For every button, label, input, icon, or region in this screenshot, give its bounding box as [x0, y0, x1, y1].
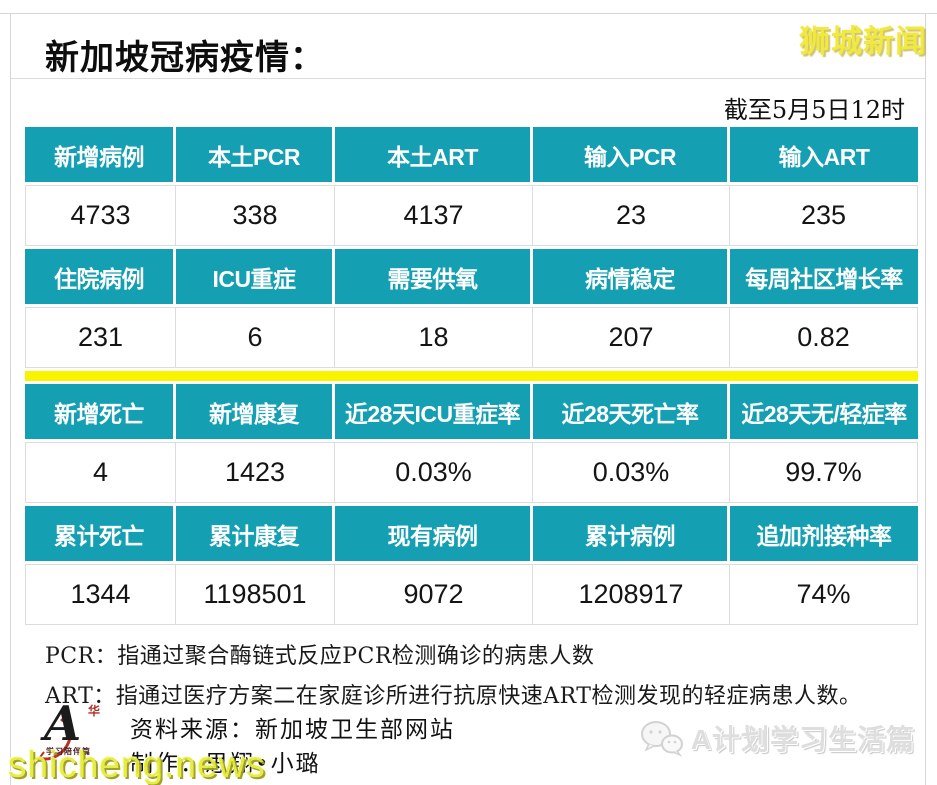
publisher-logo: A 华 学习陪伴篇 — [36, 700, 126, 764]
table-header-row: 新增死亡 新增康复 近28天ICU重症率 近28天死亡率 近28天无/轻症率 — [25, 384, 918, 439]
table-header-cell: 本土ART — [335, 127, 533, 182]
shicheng-watermark: shicheng.news — [8, 744, 266, 785]
yellow-divider — [25, 371, 918, 381]
title-underline — [11, 78, 925, 79]
table-data-row: 4733 338 4137 23 235 — [25, 185, 918, 246]
table-header-cell: 追加剂接种率 — [730, 506, 918, 561]
table-value-cell: 1344 — [25, 564, 176, 625]
table-header-row: 累计死亡 累计康复 现有病例 累计病例 追加剂接种率 — [25, 506, 918, 561]
wechat-account-name: A计划学习生活篇 — [690, 724, 915, 755]
table-value-cell: 23 — [533, 185, 730, 246]
table-header-cell: 累计康复 — [176, 506, 335, 561]
table-value-cell: 0.82 — [730, 307, 918, 368]
right-border-line — [925, 13, 926, 785]
data-source-line: 资料来源：新加坡卫生部网站 — [130, 717, 455, 743]
table-value-cell: 18 — [335, 307, 533, 368]
table-data-row: 231 6 18 207 0.82 — [25, 307, 918, 368]
table-header-cell: 近28天无/轻症率 — [730, 384, 918, 439]
table-header-cell: 本土PCR — [176, 127, 335, 182]
note-line: PCR：指通过聚合酶链式反应PCR检测确诊的病患人数 — [45, 644, 595, 669]
brand-logo-text: 狮城新闻 — [799, 24, 927, 59]
left-border-line — [10, 13, 11, 785]
wechat-icon — [640, 721, 683, 757]
table-header-cell: 新增死亡 — [25, 384, 176, 439]
table-header-cell: 需要供氧 — [335, 249, 533, 304]
table-value-cell: 0.03% — [533, 442, 730, 503]
table-header-cell: 输入PCR — [533, 127, 730, 182]
page-title: 新加坡冠病疫情： — [45, 39, 325, 77]
table-header-cell: 病情稳定 — [533, 249, 730, 304]
table-value-cell: 1208917 — [533, 564, 730, 625]
table-header-row: 新增病例 本土PCR 本土ART 输入PCR 输入ART — [25, 127, 918, 182]
table-header-cell: 每周社区增长率 — [730, 249, 918, 304]
table-value-cell: 1198501 — [176, 564, 335, 625]
table-value-cell: 4733 — [25, 185, 176, 246]
note-line: ART：指通过医疗方案二在家庭诊所进行抗原快速ART检测发现的轻症病患人数。 — [45, 684, 862, 709]
table-value-cell: 4137 — [335, 185, 533, 246]
wechat-account-watermark: A计划学习生活篇 — [639, 718, 915, 758]
as-of-timestamp: 截至5月5日12时 — [723, 96, 905, 124]
top-divider-line — [0, 13, 937, 14]
table-header-cell: 近28天ICU重症率 — [335, 384, 533, 439]
notes: PCR：指通过聚合酶链式反应PCR检测确诊的病患人数 ART：指通过医疗方案二在家… — [45, 638, 861, 718]
table-value-cell: 235 — [730, 185, 918, 246]
table-header-cell: ICU重症 — [176, 249, 335, 304]
table-value-cell: 231 — [25, 307, 176, 368]
table-value-cell: 99.7% — [730, 442, 918, 503]
table-value-cell: 1423 — [176, 442, 335, 503]
table-value-cell: 207 — [533, 307, 730, 368]
table-value-cell: 6 — [176, 307, 335, 368]
table-value-cell: 0.03% — [335, 442, 533, 503]
logo-caption: 学习陪伴篇 — [46, 747, 91, 756]
table-header-cell: 新增康复 — [176, 384, 335, 439]
table-header-cell: 近28天死亡率 — [533, 384, 730, 439]
table-header-cell: 累计死亡 — [25, 506, 176, 561]
table-value-cell: 74% — [730, 564, 918, 625]
table-header-cell: 新增病例 — [25, 127, 176, 182]
logo-seal-character: 华 — [88, 704, 101, 718]
producer-line: 制作：思翔•小璐 — [130, 751, 321, 777]
logo-letter: A — [44, 696, 82, 752]
stats-table: 新增病例 本土PCR 本土ART 输入PCR 输入ART 4733 338 4137 23 235… — [25, 127, 918, 628]
table-header-row: 住院病例 ICU重症 需要供氧 病情稳定 每周社区增长率 — [25, 249, 918, 304]
table-header-cell: 输入ART — [730, 127, 918, 182]
table-data-row: 1344 1198501 9072 1208917 74% — [25, 564, 918, 625]
table-header-cell: 累计病例 — [533, 506, 730, 561]
logo-swoosh-icon — [37, 718, 72, 761]
table-data-row: 4 1423 0.03% 0.03% 99.7% — [25, 442, 918, 503]
table-value-cell: 4 — [25, 442, 176, 503]
table-header-cell: 住院病例 — [25, 249, 176, 304]
table-header-cell: 现有病例 — [335, 506, 533, 561]
table-value-cell: 338 — [176, 185, 335, 246]
table-value-cell: 9072 — [335, 564, 533, 625]
